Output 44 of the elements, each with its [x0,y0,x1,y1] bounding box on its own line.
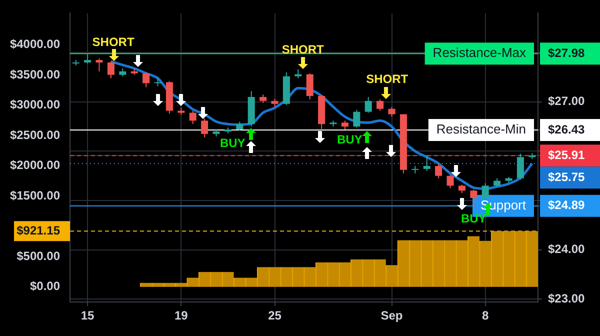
x-tick-label: 25 [268,308,282,323]
candlestick [376,98,384,112]
y2-tick-label: $25.91 [548,148,586,162]
candlestick [353,109,360,128]
annotation: BUY [336,132,362,147]
y2-tick-label: $23.00 [548,291,586,306]
candlestick [189,110,196,125]
ref-line-label: Resistance-Min [436,122,526,137]
y2-tick-label: $24.89 [548,198,586,212]
data-label: $25.75 [548,170,586,184]
candlestick [516,153,524,180]
y2-tick-label: $27.98 [548,46,586,60]
y-tick-label: $3000.00 [10,98,60,112]
candlestick [142,72,150,88]
candlestick [446,174,454,189]
annotation: SHORT [92,35,135,50]
x-tick-label: 19 [174,308,188,323]
y-tick-label: $1500.00 [10,188,60,202]
annotation: BUY [460,212,486,226]
y2-tick-label: $27.00 [548,94,586,108]
x-tick-label: Sep [380,308,403,323]
candlestick [388,106,396,118]
candlestick [84,53,92,64]
x-tick-label: 15 [80,308,95,323]
y-tick-label: $3500.00 [10,67,60,82]
y-tick-label: $500.00 [16,248,60,263]
y2-tick-label: $24.00 [548,242,586,256]
y-tick-label: $0.00 [30,279,60,294]
annotation: BUY [220,136,246,150]
candlestick [306,72,314,100]
candlestick [107,61,114,79]
y-tick-label: $2500.00 [10,128,60,142]
y-tick-label: $2000.00 [10,158,60,172]
candlestick [423,154,430,172]
candlestick [435,164,442,179]
y2-tick-label: $26.43 [548,122,586,136]
ref-line-label: Resistance-Max [432,45,526,60]
annotation: SHORT [366,72,409,86]
y-tick-label: $921.15 [16,223,60,238]
candlestick [364,96,372,114]
y-tick-label: $4000.00 [10,36,60,51]
x-tick-label: 8 [482,308,490,323]
candlestick [96,58,103,72]
annotation: SHORT [282,42,324,56]
